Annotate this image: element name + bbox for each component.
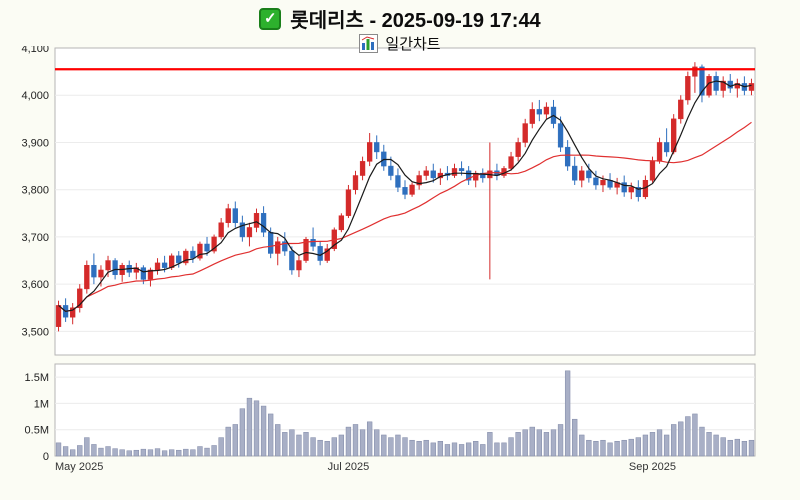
svg-text:3,600: 3,600 bbox=[21, 279, 49, 291]
mini-bar-chart-icon bbox=[359, 34, 379, 53]
svg-text:1.5M: 1.5M bbox=[25, 372, 49, 384]
chart-type-label: 일간차트 bbox=[385, 36, 441, 53]
svg-text:4,100: 4,100 bbox=[21, 46, 49, 55]
green-check-icon: ✓ bbox=[259, 7, 282, 30]
svg-text:Jul 2025: Jul 2025 bbox=[328, 461, 370, 473]
subtitle-bar: 일간차트 bbox=[0, 33, 800, 54]
svg-text:3,500: 3,500 bbox=[21, 326, 49, 338]
page-title: 롯데리츠 - 2025-09-19 17:44 bbox=[290, 10, 541, 32]
title-bar: ✓ 롯데리츠 - 2025-09-19 17:44 bbox=[0, 4, 800, 33]
svg-text:3,800: 3,800 bbox=[21, 185, 49, 197]
svg-text:3,900: 3,900 bbox=[21, 137, 49, 149]
svg-text:May 2025: May 2025 bbox=[55, 461, 103, 473]
svg-text:0: 0 bbox=[43, 451, 49, 463]
svg-text:1M: 1M bbox=[34, 398, 49, 410]
svg-text:4,000: 4,000 bbox=[21, 90, 49, 102]
svg-text:0.5M: 0.5M bbox=[25, 425, 49, 437]
svg-text:3,700: 3,700 bbox=[21, 232, 49, 244]
price-volume-chart: 4,100 4,000 3,900 3,800 3,700 3,600 3,500 1.5M 1… bbox=[21, 46, 756, 473]
svg-text:Sep 2025: Sep 2025 bbox=[629, 461, 676, 473]
